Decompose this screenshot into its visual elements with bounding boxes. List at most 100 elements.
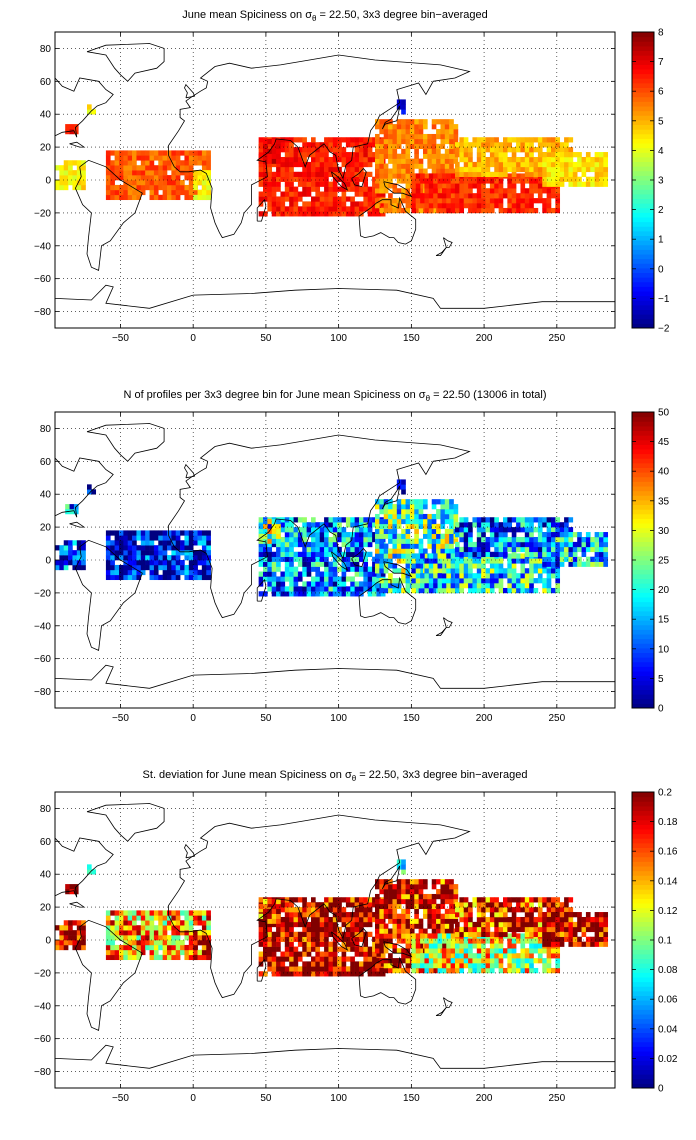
bin-cell (455, 166, 460, 173)
bin-cell (414, 523, 419, 530)
bin-cell (311, 931, 316, 938)
bin-cell (494, 178, 499, 184)
bin-cell (188, 910, 194, 916)
bin-cell (123, 184, 129, 191)
bin-cell (175, 530, 181, 536)
bin-cell (476, 568, 482, 574)
bin-cell (423, 124, 428, 130)
bin-cell (529, 943, 534, 949)
bin-cell (564, 171, 569, 178)
bin-cell (401, 193, 406, 199)
bin-cell (328, 191, 334, 197)
bin-cell (481, 907, 486, 913)
bin-cell (289, 921, 294, 928)
bin-cell (372, 936, 377, 942)
bin-cell (345, 941, 351, 947)
bin-cell (263, 566, 268, 572)
bin-cell (409, 129, 415, 135)
bin-cell (332, 196, 338, 202)
coastline-greenland (86, 43, 165, 82)
bin-cell (188, 915, 194, 921)
bin-cell (533, 147, 539, 153)
bin-cell (140, 540, 146, 546)
bin-cell (511, 573, 517, 579)
bin-cell (158, 180, 163, 186)
bin-cell (414, 533, 419, 539)
bin-cell (453, 133, 459, 140)
bin-cell (132, 550, 137, 556)
bin-cell (105, 180, 111, 186)
bin-cell (293, 152, 299, 158)
bin-cell (350, 142, 355, 148)
bin-cell (105, 925, 111, 931)
bin-cell (431, 587, 437, 594)
bin-cell (418, 568, 424, 574)
y-tick-label: 60 (40, 77, 52, 88)
bin-cell (459, 907, 465, 913)
bin-cell (149, 940, 155, 946)
colorbar-tick-label: 30 (658, 526, 670, 537)
bin-cell (271, 161, 277, 168)
bin-cell (503, 207, 508, 214)
bin-cell (537, 563, 543, 569)
y-tick-label: −20 (34, 208, 51, 219)
bin-cell (424, 207, 430, 214)
bin-cell (396, 518, 402, 525)
bin-cell (140, 155, 146, 161)
bin-cell (180, 930, 185, 936)
bin-cell (572, 171, 578, 178)
bin-cell (388, 548, 393, 554)
coastline-new-zealand (435, 237, 453, 256)
bin-cell (396, 143, 402, 150)
bin-cell (297, 517, 303, 523)
bin-cell (332, 591, 338, 597)
bin-cell (401, 207, 406, 214)
bin-cell (289, 902, 294, 908)
bin-cell (440, 523, 446, 530)
bin-cell (206, 545, 211, 551)
bin-cell (175, 170, 181, 176)
bin-cell (568, 147, 574, 153)
bin-cell (489, 568, 495, 574)
bin-cell (136, 189, 142, 196)
bin-cell (476, 517, 482, 523)
bin-cell (415, 573, 421, 579)
bin-cell (418, 893, 424, 900)
bin-cell (258, 523, 264, 530)
bin-cell (149, 910, 155, 916)
bin-cell (511, 166, 517, 173)
bin-cell (463, 563, 469, 569)
bin-cell (332, 201, 338, 207)
bin-cell (315, 556, 321, 562)
bin-cell (498, 166, 504, 173)
bin-cell (81, 545, 86, 551)
bin-cell (367, 566, 373, 572)
bin-cell (520, 546, 526, 553)
bin-cell (289, 181, 294, 187)
bin-cell (494, 583, 499, 589)
bin-cell (280, 211, 286, 217)
bin-cell (297, 181, 303, 187)
bin-cell (201, 949, 207, 956)
bin-cell (345, 576, 351, 582)
bin-cell (420, 558, 425, 564)
bin-cell (423, 884, 428, 890)
bin-cell (363, 517, 369, 523)
bin-cell (184, 925, 190, 931)
bin-cell (119, 555, 124, 561)
bin-cell (201, 530, 207, 536)
bin-cell (444, 923, 450, 929)
bin-cell (193, 574, 198, 581)
bin-cell (319, 176, 325, 182)
bin-cell (324, 176, 329, 182)
bin-cell (511, 137, 517, 143)
bin-cell (372, 961, 377, 967)
bin-cell (167, 560, 172, 566)
bin-cell (498, 152, 504, 158)
bin-cell (315, 576, 321, 582)
bin-cell (136, 184, 142, 191)
bin-cell (555, 541, 561, 548)
bin-cell (280, 921, 286, 928)
bin-cell (127, 184, 133, 191)
bin-cell (72, 550, 78, 556)
